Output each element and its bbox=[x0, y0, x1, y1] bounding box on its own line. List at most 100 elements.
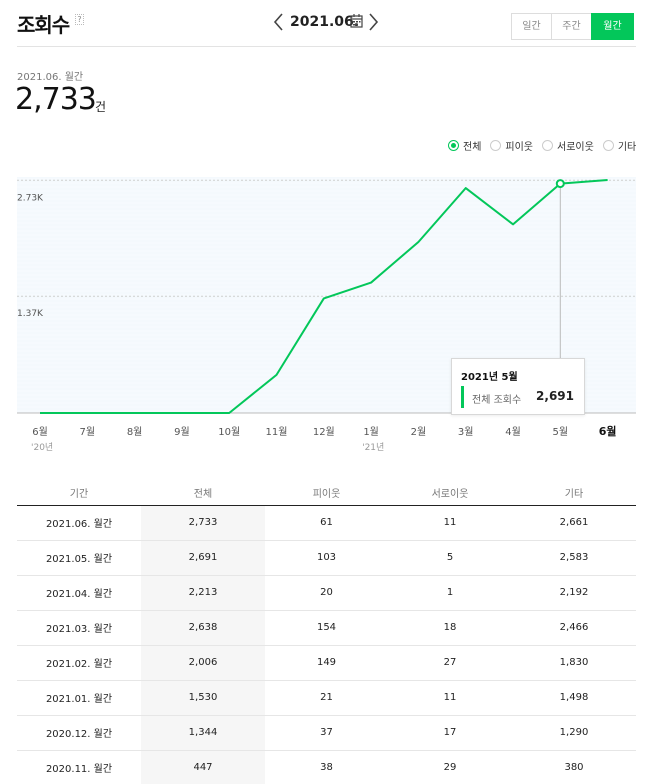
cell-neighbor: 61 bbox=[265, 505, 388, 541]
cell-period: 2020.11. 월간 bbox=[17, 750, 141, 784]
tooltip-series-marker bbox=[461, 386, 464, 408]
cell-total: 1,530 bbox=[141, 680, 265, 716]
x-tick-label: 12월 bbox=[313, 426, 335, 438]
cell-other: 380 bbox=[512, 750, 636, 784]
x-tick-label: 4월 bbox=[505, 426, 521, 438]
cell-mutual-neighbor: 1 bbox=[388, 575, 512, 611]
cell-mutual-neighbor: 27 bbox=[388, 645, 512, 681]
x-tick-label: 8월 bbox=[127, 426, 143, 438]
cell-mutual-neighbor: 17 bbox=[388, 715, 512, 751]
column-header-mutual-neighbor: 서로이웃 bbox=[388, 480, 512, 506]
legend-item-other[interactable]: 기타 bbox=[602, 138, 636, 153]
chart-tooltip: 2021년 5월 전체 조회수 2,691 bbox=[451, 358, 585, 415]
cell-other: 2,466 bbox=[512, 610, 636, 646]
views-line-chart[interactable]: 2.73K 1.37K 6월 7월 8월 9월 10월 11월 12월 1월 2월 3월 4월 5월 6월 '… bbox=[0, 160, 647, 460]
x-tick-label: 5월 bbox=[553, 426, 569, 438]
cell-total: 2,638 bbox=[141, 610, 265, 646]
next-month-button[interactable] bbox=[367, 12, 379, 32]
cell-other: 1,498 bbox=[512, 680, 636, 716]
cell-mutual-neighbor: 29 bbox=[388, 750, 512, 784]
cell-period: 2021.05. 월간 bbox=[17, 540, 141, 576]
cell-neighbor: 21 bbox=[265, 680, 388, 716]
cell-neighbor: 20 bbox=[265, 575, 388, 611]
calendar-icon[interactable] bbox=[350, 13, 363, 28]
cell-period: 2021.06. 월간 bbox=[17, 505, 141, 541]
cell-other: 2,583 bbox=[512, 540, 636, 576]
chevron-left-icon bbox=[273, 13, 283, 31]
radio-icon bbox=[448, 140, 459, 151]
tooltip-key: 전체 조회수 bbox=[472, 395, 522, 406]
cell-mutual-neighbor: 18 bbox=[388, 610, 512, 646]
cell-total: 2,733 bbox=[141, 505, 265, 541]
cell-period: 2021.03. 월간 bbox=[17, 610, 141, 646]
x-tick-label: 6월 bbox=[32, 426, 48, 438]
cell-period: 2021.01. 월간 bbox=[17, 680, 141, 716]
cell-neighbor: 37 bbox=[265, 715, 388, 751]
cell-neighbor: 103 bbox=[265, 540, 388, 576]
summary-period-label: 2021.06. 월간 bbox=[17, 72, 84, 83]
cell-neighbor: 149 bbox=[265, 645, 388, 681]
cell-other: 2,192 bbox=[512, 575, 636, 611]
tooltip-value: 2,691 bbox=[536, 389, 574, 403]
cell-other: 1,830 bbox=[512, 645, 636, 681]
cell-neighbor: 38 bbox=[265, 750, 388, 784]
x-tick-label: 2월 bbox=[411, 426, 427, 438]
legend-label: 피이웃 bbox=[505, 142, 534, 153]
cell-total: 2,006 bbox=[141, 645, 265, 681]
period-daily-button[interactable]: 일간 bbox=[511, 13, 552, 40]
legend-item-total[interactable]: 전체 bbox=[448, 138, 481, 153]
data-point-highlight bbox=[555, 179, 565, 189]
table-row: 2021.01. 월간 1,530 21 11 1,498 bbox=[17, 680, 636, 716]
table-row: 2021.05. 월간 2,691 103 5 2,583 bbox=[17, 540, 636, 576]
table-row: 2021.03. 월간 2,638 154 18 2,466 bbox=[17, 610, 636, 646]
cell-other: 1,290 bbox=[512, 715, 636, 751]
cell-period: 2021.02. 월간 bbox=[17, 645, 141, 681]
column-header-neighbor: 피이웃 bbox=[265, 480, 388, 506]
summary-unit: 건 bbox=[95, 100, 107, 114]
table-row: 2021.06. 월간 2,733 61 11 2,661 bbox=[17, 505, 636, 541]
y-tick-label: 1.37K bbox=[17, 309, 44, 319]
x-tick-label: 6월 bbox=[599, 424, 617, 438]
x-tick-label: 3월 bbox=[458, 426, 474, 438]
chart-legend: 전체 피이웃 서로이웃 기타 bbox=[448, 138, 636, 153]
period-monthly-button[interactable]: 월간 bbox=[591, 13, 634, 40]
cell-total: 2,213 bbox=[141, 575, 265, 611]
help-icon[interactable]: ? bbox=[75, 14, 84, 25]
legend-item-mutual-neighbor[interactable]: 서로이웃 bbox=[542, 138, 594, 153]
cell-mutual-neighbor: 11 bbox=[388, 505, 512, 541]
table-row: 2020.11. 월간 447 38 29 380 bbox=[17, 750, 636, 784]
radio-icon bbox=[602, 140, 614, 151]
table-row: 2021.02. 월간 2,006 149 27 1,830 bbox=[17, 645, 636, 681]
table-header-row: 기간 전체 피이웃 서로이웃 기타 bbox=[17, 480, 636, 506]
period-toggle: 일간 주간 월간 bbox=[511, 13, 634, 40]
table-row: 2020.12. 월간 1,344 37 17 1,290 bbox=[17, 715, 636, 751]
legend-item-neighbor[interactable]: 피이웃 bbox=[490, 138, 533, 153]
page-title: 조회수 bbox=[17, 13, 70, 37]
series-line-total bbox=[40, 179, 608, 414]
x-tick-label: 7월 bbox=[80, 426, 96, 438]
legend-label: 전체 bbox=[463, 142, 482, 153]
x-tick-label: 9월 bbox=[174, 426, 190, 438]
cell-period: 2020.12. 월간 bbox=[17, 715, 141, 751]
cell-total: 2,691 bbox=[141, 540, 265, 576]
x-year-label: '21년 bbox=[362, 442, 384, 453]
radio-icon bbox=[542, 140, 554, 151]
cell-neighbor: 154 bbox=[265, 610, 388, 646]
header-divider bbox=[17, 46, 636, 47]
views-table: 기간 전체 피이웃 서로이웃 기타 2021.06. 월간 2,733 61 11 2,… bbox=[17, 480, 636, 784]
radio-icon bbox=[490, 140, 502, 151]
cell-total: 1,344 bbox=[141, 715, 265, 751]
period-weekly-button[interactable]: 주간 bbox=[551, 13, 592, 40]
x-tick-label: 10월 bbox=[218, 426, 240, 438]
legend-label: 서로이웃 bbox=[557, 142, 594, 153]
summary-total-value: 2,733 bbox=[15, 82, 97, 117]
tooltip-title: 2021년 5월 bbox=[461, 372, 518, 383]
cell-period: 2021.04. 월간 bbox=[17, 575, 141, 611]
cell-other: 2,661 bbox=[512, 505, 636, 541]
column-header-period: 기간 bbox=[17, 480, 141, 506]
x-year-label: '20년 bbox=[31, 442, 53, 453]
column-header-other: 기타 bbox=[512, 480, 636, 506]
cell-total: 447 bbox=[141, 750, 265, 784]
prev-month-button[interactable] bbox=[273, 12, 285, 32]
cell-mutual-neighbor: 11 bbox=[388, 680, 512, 716]
